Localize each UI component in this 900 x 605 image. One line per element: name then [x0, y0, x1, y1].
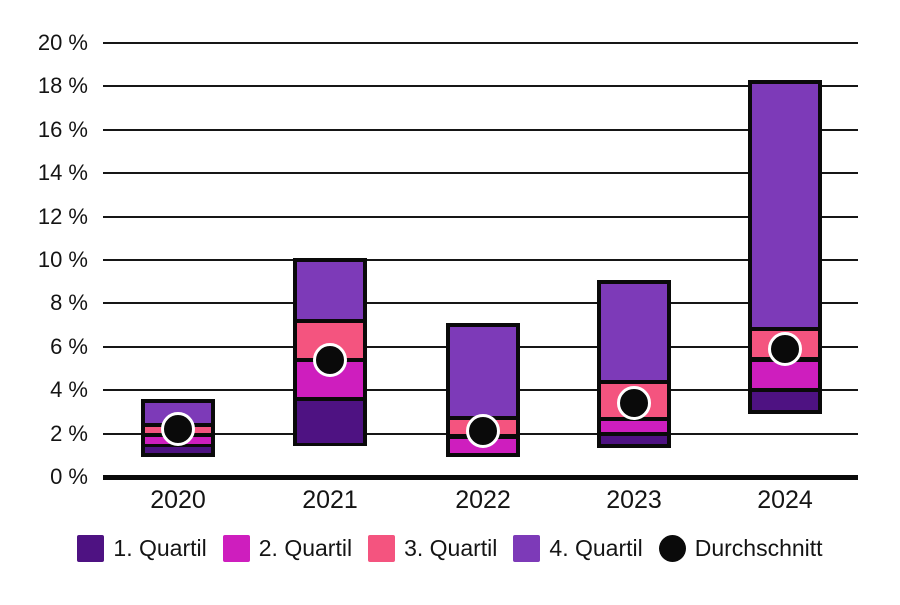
legend-item-1-quartil: 1. Quartil	[77, 534, 207, 562]
y-tick-label-12-percent: 12 %	[37, 204, 88, 229]
gridline-14-percent	[103, 172, 858, 174]
y-tick-label-8-percent: 8 %	[50, 290, 88, 315]
y-tick-label-10-percent: 10 %	[37, 247, 88, 272]
legend-label-3-quartil: 3. Quartil	[404, 535, 498, 561]
bar-2024-segment-2-quartil	[752, 362, 818, 388]
legend-swatch-2-quartil-icon	[222, 534, 250, 562]
bar-2021-segment-1-quartil	[297, 401, 363, 443]
bar-2023-segment-2-quartil	[601, 421, 667, 432]
durchschnitt-dot-2023	[617, 386, 651, 420]
x-axis-label-2024: 2024	[757, 486, 813, 514]
x-axis-label-2022: 2022	[455, 486, 511, 514]
legend-swatch-durchschnitt-icon	[658, 534, 686, 562]
bar-2022	[446, 323, 520, 457]
bar-2020-segment-1-quartil	[145, 447, 211, 453]
legend-label-1-quartil: 1. Quartil	[113, 535, 207, 561]
y-tick-label-18-percent: 18 %	[37, 73, 88, 98]
bar-2023-segment-4-quartil	[601, 284, 667, 380]
y-tick-label-16-percent: 16 %	[37, 117, 88, 142]
y-tick-label-6-percent: 6 %	[50, 334, 88, 359]
legend-item-4-quartil: 4. Quartil	[513, 534, 643, 562]
bar-2023	[597, 280, 671, 448]
durchschnitt-dot-2024	[768, 332, 802, 366]
y-tick-label-14-percent: 14 %	[37, 160, 88, 185]
legend-swatch-4-quartil-icon	[513, 534, 541, 562]
legend-item-3-quartil: 3. Quartil	[368, 534, 497, 562]
x-axis-line	[103, 475, 858, 480]
bar-2024-segment-4-quartil	[752, 84, 818, 327]
bar-2021-segment-4-quartil	[297, 262, 363, 319]
y-tick-label-2-percent: 2 %	[50, 421, 88, 446]
legend: 1. Quartil 2. Quartil 3. Quartil 4. Quartil…	[0, 534, 900, 562]
legend-item-durchschnitt: Durchschnitt	[658, 534, 823, 562]
y-tick-label-4-percent: 4 %	[50, 377, 88, 402]
x-axis-label-2021: 2021	[302, 486, 358, 514]
bar-2023-segment-1-quartil	[601, 436, 667, 444]
durchschnitt-dot-2021	[313, 343, 347, 377]
y-tick-label-20-percent: 20 %	[37, 30, 88, 55]
bar-2024	[748, 80, 822, 414]
legend-label-2-quartil: 2. Quartil	[258, 535, 353, 561]
x-axis-label-2023: 2023	[606, 486, 662, 514]
durchschnitt-dot-2022	[466, 414, 500, 448]
gridline-12-percent	[103, 216, 858, 218]
durchschnitt-dot-2020	[161, 412, 195, 446]
gridline-8-percent	[103, 302, 858, 304]
gridline-10-percent	[103, 259, 858, 261]
legend-label-durchschnitt: Durchschnitt	[694, 535, 823, 561]
y-tick-label-0-percent: 0 %	[50, 464, 88, 489]
bar-2024-segment-1-quartil	[752, 392, 818, 410]
gridline-16-percent	[103, 129, 858, 131]
legend-swatch-1-quartil-icon	[77, 534, 105, 562]
gridline-20-percent	[103, 42, 858, 44]
bar-2022-segment-4-quartil	[450, 327, 516, 416]
legend-item-2-quartil: 2. Quartil	[222, 534, 353, 562]
legend-swatch-3-quartil-icon	[368, 534, 396, 562]
x-axis-label-2020: 2020	[150, 486, 206, 514]
legend-label-4-quartil: 4. Quartil	[549, 535, 643, 561]
gridline-18-percent	[103, 85, 858, 87]
